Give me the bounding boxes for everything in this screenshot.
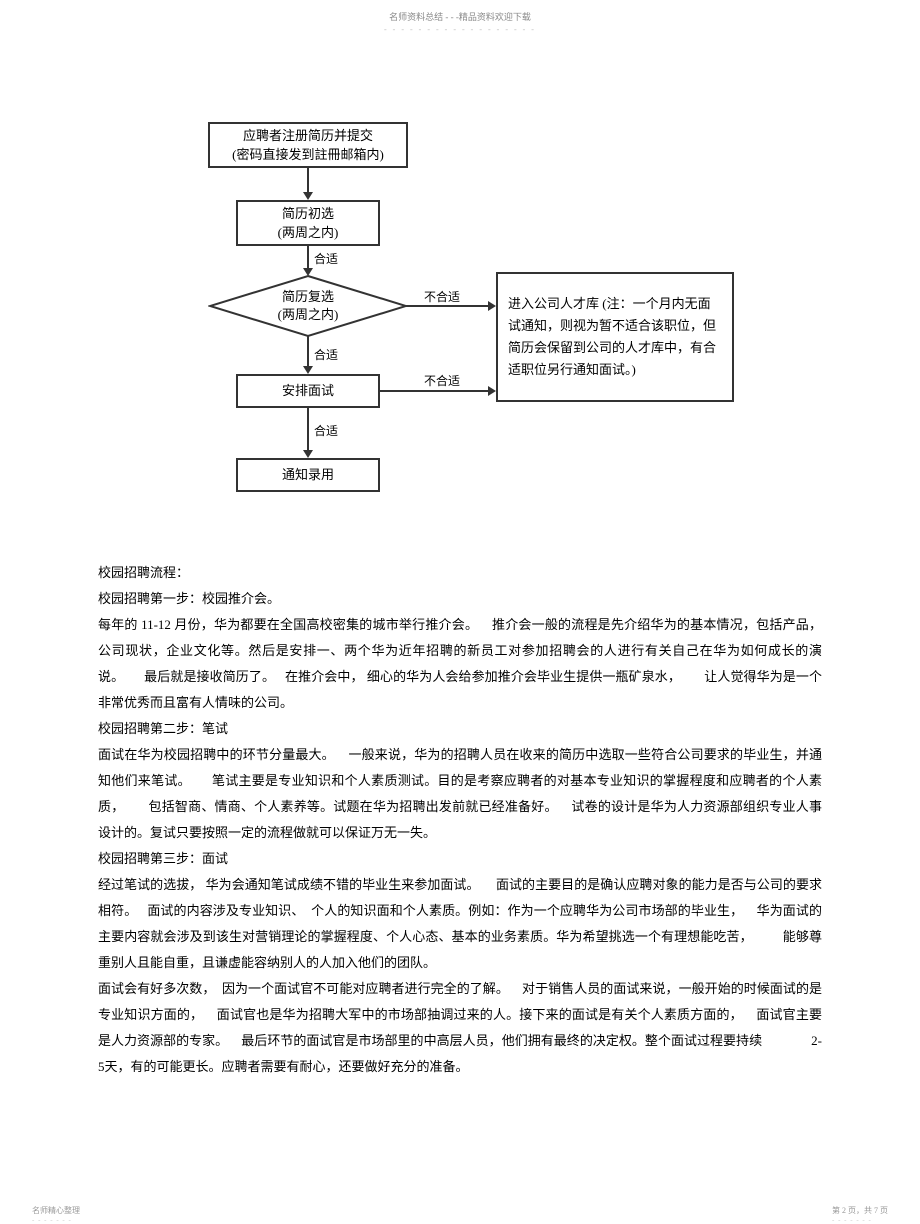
footer-left: 名师精心整理 - - - - - - -	[32, 1205, 80, 1224]
flow-text: (两周之内)	[278, 306, 339, 324]
paragraph: 校园招聘第三步：面试	[98, 846, 822, 872]
arrow-label-unsuitable: 不合适	[422, 372, 462, 389]
paragraph: 面试会有好多次数， 因为一个面试官不可能对应聘者进行完全的了解。 对于销售人员的…	[98, 976, 822, 1080]
arrow-head-icon	[303, 366, 313, 374]
paragraph: 校园招聘第二步：笔试	[98, 716, 822, 742]
footer-dots: - - - - - - -	[32, 1216, 80, 1224]
flow-text: 通知录用	[282, 465, 334, 485]
flow-diamond-text: 简历复选 (两周之内)	[208, 274, 408, 338]
arrow-line	[307, 408, 309, 450]
arrow-head-icon	[488, 386, 496, 396]
footer-right: 第 2 页，共 7 页 - - - - - - -	[832, 1205, 888, 1224]
page-header: 名师资料总结 - - -精品资料欢迎下载 - - - - - - - - - -…	[0, 0, 920, 34]
flow-text: (两周之内)	[278, 223, 339, 243]
flow-text: 安排面试	[282, 381, 334, 401]
flow-node-initial: 简历初选 (两周之内)	[236, 200, 380, 246]
footer-right-text: 第 2 页，共 7 页	[832, 1205, 888, 1216]
header-title: 名师资料总结 - - -精品资料欢迎下载	[0, 10, 920, 23]
flow-text: 简历复选	[282, 288, 334, 306]
footer-dots: - - - - - - -	[832, 1216, 888, 1224]
flow-text: 进入公司人才库 (注：一个月内无面试通知，则视为暂不适合该职位，但简历会保留到公…	[508, 293, 722, 381]
arrow-line	[307, 168, 309, 192]
flow-node-hire: 通知录用	[236, 458, 380, 492]
arrow-line	[307, 246, 309, 268]
footer-left-text: 名师精心整理	[32, 1205, 80, 1216]
arrow-head-icon	[303, 450, 313, 458]
header-dots: - - - - - - - - - - - - - - - - - -	[0, 25, 920, 34]
arrow-label-suitable: 合适	[312, 422, 340, 439]
paragraph: 经过笔试的选拔， 华为会通知笔试成绩不错的毕业生来参加面试。 面试的主要目的是确…	[98, 872, 822, 976]
arrow-line	[307, 336, 309, 366]
paragraph: 面试在华为校园招聘中的环节分量最大。 一般来说，华为的招聘人员在收来的简历中选取…	[98, 742, 822, 846]
arrow-line	[406, 305, 488, 307]
paragraph: 校园招聘流程：	[98, 560, 822, 586]
flow-text: 简历初选	[282, 204, 334, 224]
paragraph: 每年的 11-12 月份，华为都要在全国高校密集的城市举行推介会。 推介会一般的…	[98, 612, 822, 716]
paragraph: 校园招聘第一步：校园推介会。	[98, 586, 822, 612]
document-content: 校园招聘流程： 校园招聘第一步：校园推介会。 每年的 11-12 月份，华为都要…	[98, 560, 822, 1080]
recruitment-flowchart: 应聘者注册简历并提交 (密码直接发到註冊邮箱内) 简历初选 (两周之内) 合适 …	[168, 122, 768, 552]
flow-node-interview: 安排面试	[236, 374, 380, 408]
flow-node-register: 应聘者注册简历并提交 (密码直接发到註冊邮箱内)	[208, 122, 408, 168]
arrow-label-suitable: 合适	[312, 250, 340, 267]
arrow-head-icon	[303, 192, 313, 200]
arrow-label-unsuitable: 不合适	[422, 288, 462, 305]
flow-node-review: 简历复选 (两周之内)	[208, 274, 408, 338]
flow-node-talent-pool: 进入公司人才库 (注：一个月内无面试通知，则视为暂不适合该职位，但简历会保留到公…	[496, 272, 734, 402]
arrow-label-suitable: 合适	[312, 346, 340, 363]
flow-text: 应聘者注册简历并提交	[243, 126, 373, 146]
arrow-head-icon	[488, 301, 496, 311]
arrow-line	[380, 390, 488, 392]
flow-text: (密码直接发到註冊邮箱内)	[232, 145, 384, 165]
